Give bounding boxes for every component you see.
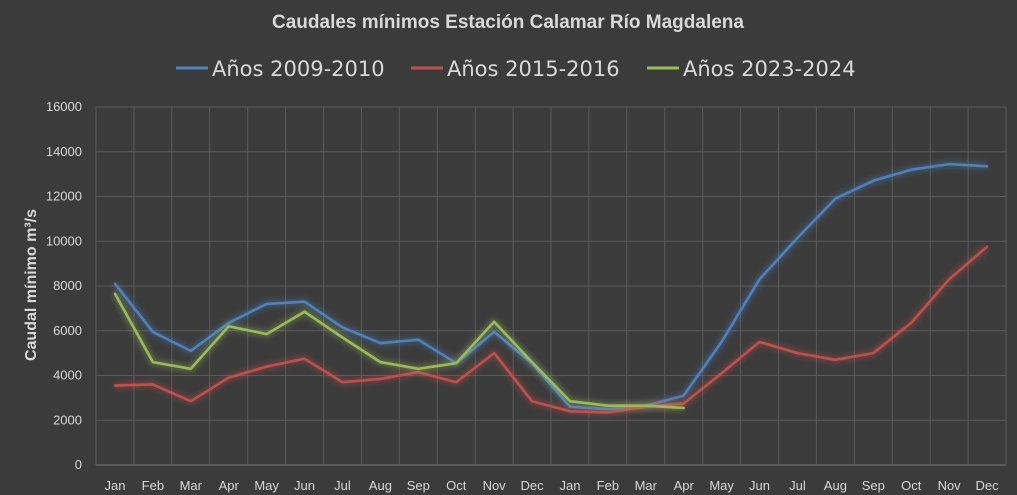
- x-tick-label: Jul: [789, 478, 806, 493]
- y-tick-label: 6000: [53, 323, 82, 338]
- series-line: [113, 292, 686, 410]
- series-line: [113, 245, 989, 414]
- legend-entry: Años 2009-2010: [212, 57, 385, 81]
- x-tick-label: Feb: [142, 478, 164, 493]
- y-axis-ticks: 0 2000 4000 6000 8000 10000 12000 14000 16000: [46, 99, 82, 472]
- x-axis-ticks: Jan Feb Mar Apr May Jun Jul Aug Sep Oct Nov Dec Jan F…: [104, 478, 999, 493]
- chart-title: Caudales mínimos Estación Calamar Río Ma…: [272, 12, 744, 33]
- x-tick-label: Feb: [597, 478, 619, 493]
- x-tick-label: May: [709, 478, 734, 493]
- x-tick-label: Jun: [749, 478, 770, 493]
- x-tick-label: Mar: [635, 478, 658, 493]
- x-tick-label: Apr: [219, 478, 240, 493]
- x-tick-label: Mar: [180, 478, 203, 493]
- series-layer: [111, 160, 990, 416]
- x-tick-label: Sep: [407, 478, 430, 493]
- legend-entry: Años 2023-2024: [683, 57, 856, 81]
- x-tick-label: Jun: [294, 478, 315, 493]
- y-tick-label: 2000: [53, 412, 82, 427]
- y-tick-label: 12000: [46, 189, 82, 204]
- x-tick-label: Jan: [104, 478, 125, 493]
- x-tick-label: Oct: [446, 478, 467, 493]
- x-tick-label: Jan: [559, 478, 580, 493]
- x-tick-label: Jul: [334, 478, 351, 493]
- gridlines: [95, 106, 1007, 466]
- y-tick-label: 16000: [46, 99, 82, 114]
- legend-entry: Años 2015-2016: [447, 57, 620, 81]
- x-tick-label: Aug: [824, 478, 847, 493]
- y-tick-label: 8000: [53, 278, 82, 293]
- legend: Años 2009-2010 Años 2015-2016 Años 2023-20…: [176, 57, 856, 81]
- x-tick-label: Sep: [862, 478, 885, 493]
- y-tick-label: 4000: [53, 368, 82, 383]
- x-tick-label: Oct: [901, 478, 922, 493]
- x-tick-label: Dec: [975, 478, 999, 493]
- x-tick-label: Aug: [369, 478, 392, 493]
- y-tick-label: 0: [75, 457, 82, 472]
- x-tick-label: Dec: [520, 478, 544, 493]
- y-tick-label: 14000: [46, 144, 82, 159]
- y-tick-label: 10000: [46, 233, 82, 248]
- x-tick-label: Apr: [674, 478, 695, 493]
- y-axis-label: Caudal mínimo m³/s: [23, 209, 40, 361]
- x-tick-label: May: [254, 478, 279, 493]
- x-tick-label: Nov: [938, 478, 962, 493]
- x-tick-label: Nov: [483, 478, 507, 493]
